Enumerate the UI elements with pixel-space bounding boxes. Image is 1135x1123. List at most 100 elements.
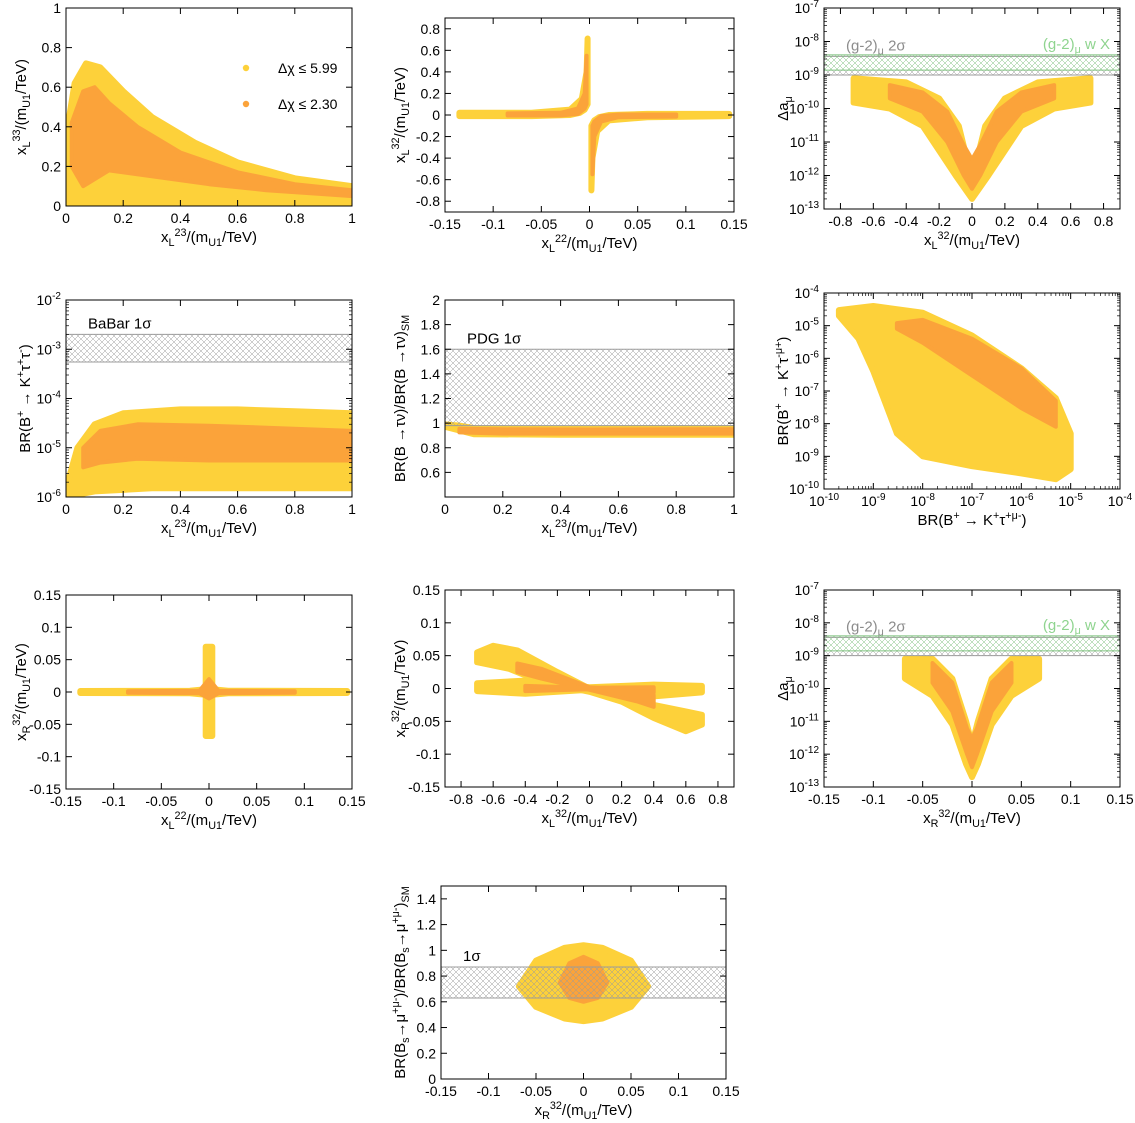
ytick-label-p7-2: -0.05 [29,716,61,732]
ytick-label-p2-3: -0.2 [416,129,440,145]
ytick-label-p5-4: 1.4 [421,366,441,382]
legend-label-outer: Δχ ≤ 5.99 [278,60,338,76]
ytick-label-p5-0: 0.6 [421,464,441,480]
ytick-label-p1-0: 0 [53,198,61,214]
inner-region-p3-1 [887,83,1057,191]
xtick-label-p2-2: -0.05 [525,216,557,232]
ytick-label-p3-1: 10-12 [789,167,819,184]
band-p4-0 [66,334,352,363]
xtick-label-p9-4: 0.05 [1008,791,1035,807]
ytick-label-p6-0: 10-10 [789,480,819,497]
ylabel-p3: Δaμ​ [775,96,795,121]
ytick-label-p8-1: -0.1 [416,746,440,762]
ytick-label-p1-1: 0.2 [42,158,62,174]
ytick-label-p7-6: 0.15 [34,587,61,603]
xtick-label-p1-3: 0.6 [228,210,248,226]
xtick-label-p3-6: 0.4 [1028,213,1048,229]
xtick-label-p7-6: 0.15 [338,793,365,809]
xtick-label-p9-0: -0.15 [808,791,840,807]
xtick-label-p10-1: -0.1 [476,1083,500,1099]
xtick-label-p5-0: 0 [441,501,449,517]
ytick-label-p3-5: 10-8 [795,33,820,50]
ytick-label-p3-6: 10-7 [795,0,820,16]
outer-region-p2-1 [588,110,733,194]
band-label-p3-1: (g-2)μ​ w X [1043,36,1110,56]
ytick-label-p9-6: 10-7 [795,581,820,598]
xlabel-p9: xR​32​/(mU1​/TeV) [923,808,1021,830]
ylabel-p8: xR​32​/(mU1​/TeV) [390,640,412,738]
panel-p10: 1σ -0.15 -0.1 -0.05 0 0.05 0.1 0.15 0 0.2 0.4 0.6 0.… [390,885,740,1122]
xtick-label-p3-3: -0.2 [927,213,951,229]
xtick-label-p8-8: 0.8 [708,791,728,807]
ytick-label-p4-4: 10-2 [37,291,62,308]
xtick-label-p8-6: 0.4 [644,791,664,807]
xtick-label-p1-5: 1 [348,210,356,226]
ytick-label-p6-3: 10-7 [795,382,820,399]
inner-region-p8-2 [515,661,656,709]
ytick-label-p10-2: 0.4 [417,1020,437,1036]
ytick-label-p5-3: 1.2 [421,391,441,407]
ytick-label-p5-6: 1.8 [421,317,441,333]
inner-region-p4-1 [81,422,352,470]
xtick-label-p9-2: -0.05 [907,791,939,807]
legend-marker-inner [242,100,250,108]
ytick-label-p10-3: 0.6 [417,994,437,1010]
ytick-label-p7-5: 0.1 [42,619,62,635]
xtick-label-p7-2: -0.05 [145,793,177,809]
ylabel-p4: BR(B+​ → K+​τ+​τ-​) [15,344,34,453]
ytick-label-p6-2: 10-8 [795,415,820,432]
xtick-label-p6-6: 10-4 [1108,492,1133,509]
ytick-label-p10-0: 0 [428,1071,436,1087]
ytick-label-p6-6: 10-4 [795,284,820,301]
xtick-label-p1-1: 0.2 [113,210,133,226]
xtick-label-p2-5: 0.1 [676,216,696,232]
inner-region-p2-3 [590,112,679,177]
xtick-label-p10-0: -0.15 [425,1083,457,1099]
xtick-label-p6-5: 10-5 [1058,492,1083,509]
xlabel-p4: xL​23​/(mU1​/TeV) [161,518,257,540]
xtick-label-p7-0: -0.15 [50,793,82,809]
ytick-label-p5-2: 1 [432,415,440,431]
ytick-label-p1-4: 0.8 [42,40,62,56]
ytick-label-p6-5: 10-5 [795,317,820,334]
ytick-label-p8-5: 0.1 [421,615,441,631]
panel-p2: -0.15 -0.1 -0.05 0 0.05 0.1 0.15 -0.8 -0.6 -0.4 -0… [390,17,748,255]
band-p3-1 [824,54,1120,71]
ytick-label-p8-3: 0 [432,681,440,697]
xtick-label-p1-2: 0.4 [171,210,191,226]
ytick-label-p4-0: 10-6 [37,488,62,505]
band-p5-0 [445,349,734,426]
ytick-label-p3-4: 10-9 [795,66,820,83]
band-p9-1 [824,635,1120,651]
xtick-label-p5-3: 0.6 [609,501,629,517]
xtick-label-p10-6: 0.15 [712,1083,739,1099]
panel-p8: -0.8 -0.6 -0.4 -0.2 0 0.2 0.4 0.6 0.8 -0.15 -0.1 -0… [390,582,735,830]
ytick-label-p10-5: 1 [428,942,436,958]
xtick-label-p7-3: 0 [205,793,213,809]
ytick-label-p9-4: 10-9 [795,647,820,664]
xtick-label-p2-3: 0 [586,216,594,232]
ytick-label-p1-3: 0.6 [42,79,62,95]
outer-region-p6-0 [835,303,1074,483]
xlabel-p5: xL​23​/(mU1​/TeV) [541,518,637,540]
ytick-label-p4-3: 10-3 [37,340,62,357]
xtick-label-p7-5: 0.1 [295,793,315,809]
xtick-label-p3-7: 0.6 [1061,213,1081,229]
ytick-label-p8-6: 0.15 [413,582,440,598]
ylabel-p1: xL​33​/(mU1​/TeV) [11,59,33,155]
xtick-label-p5-5: 1 [730,501,738,517]
band-label-p3-0: (g-2)μ​ 2σ [846,37,906,57]
xtick-label-p7-4: 0.05 [243,793,270,809]
xtick-label-p4-4: 0.8 [285,501,305,517]
ytick-label-p2-6: 0.4 [421,64,441,80]
band-label-p5-0: PDG 1σ [467,330,522,347]
xtick-label-p10-2: -0.05 [520,1083,552,1099]
ytick-label-p9-0: 10-13 [789,778,819,795]
xtick-label-p5-2: 0.4 [551,501,571,517]
plot-frame-p1 [65,7,353,207]
panel-p5: PDG 1σ 0 0.2 0.4 0.6 0.8 1 0.6 0.8 1 1.2 1.4 1.6 1.8 2… [392,292,738,540]
xtick-label-p2-6: 0.15 [720,216,747,232]
ytick-label-p7-1: -0.1 [37,749,61,765]
xtick-label-p6-0: 10-10 [809,492,839,509]
